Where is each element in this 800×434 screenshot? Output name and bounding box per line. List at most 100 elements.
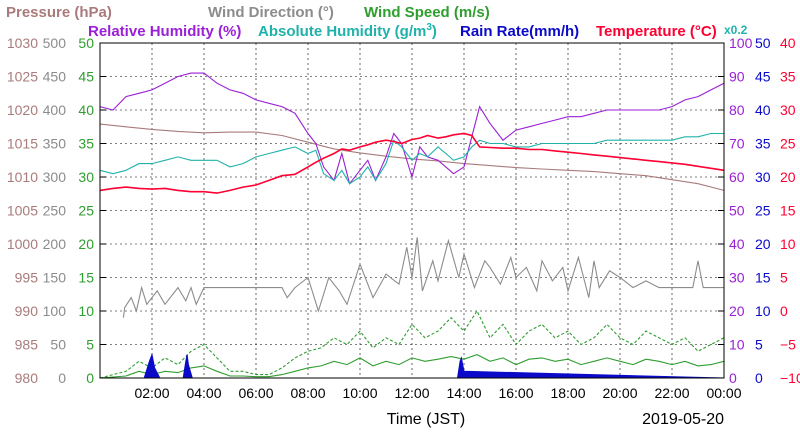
date-label: 2019-05-20 <box>642 411 724 428</box>
left-axis-wind-speed-tick: 40 <box>78 102 94 118</box>
left-axes: 1030102510201015101010051000995990985980… <box>7 35 106 386</box>
left-axis-pressure-tick: 1030 <box>7 35 38 51</box>
left-axis-wind-speed-tick: 30 <box>78 169 94 185</box>
left-axis-wind-speed-tick: 15 <box>78 270 94 286</box>
right-axes: 1009080706050403020100504540353025201510… <box>718 35 800 386</box>
right-axis-temperature-tick: 35 <box>780 69 796 85</box>
left-axis-wind-direction-tick: 500 <box>43 35 67 51</box>
right-axis-relative-humidity-tick: 0 <box>729 370 737 386</box>
right-axis-rain-rate-tick: 15 <box>755 270 771 286</box>
right-axis-rain-rate-tick: 5 <box>755 337 763 353</box>
left-axis-wind-direction-tick: 450 <box>43 69 67 85</box>
right-axis-relative-humidity-tick: 20 <box>729 303 745 319</box>
left-axis-pressure-tick: 985 <box>15 337 39 353</box>
right-axis-relative-humidity-tick: 100 <box>729 35 753 51</box>
x-axis-label: Time (JST) <box>387 411 466 428</box>
legend: Pressure (hPa) Wind Direction (°) Wind Spe… <box>6 4 748 40</box>
x-axis: 02:00 04:00 06:00 08:00 10:00 12:00 14:00 16:00… <box>134 385 741 428</box>
legend-item-absolute-humidity-g-m: Absolute Humidity (g/m3) <box>258 22 437 40</box>
series-wind-direction <box>122 237 724 318</box>
left-axis-wind-direction-tick: 200 <box>43 236 67 252</box>
left-axis-wind-direction-tick: 150 <box>43 270 67 286</box>
right-axis-temperature-tick: −10 <box>780 370 800 386</box>
right-axis-rain-rate-tick: 45 <box>755 69 771 85</box>
right-axis-temperature-tick: 0 <box>780 303 788 319</box>
left-axis-wind-direction-tick: 100 <box>43 303 67 319</box>
x-tick-label: 20:00 <box>602 385 637 401</box>
right-axis-relative-humidity-tick: 10 <box>729 337 745 353</box>
right-axis-rain-rate-tick: 50 <box>755 35 771 51</box>
left-axis-wind-speed-tick: 50 <box>78 35 94 51</box>
right-axis-temperature-tick: 40 <box>780 35 796 51</box>
right-axis-relative-humidity-tick: 70 <box>729 136 745 152</box>
x-tick-label: 12:00 <box>394 385 429 401</box>
legend-item-relative-humidity: Relative Humidity (%) <box>88 23 241 40</box>
x-tick-label: 04:00 <box>186 385 221 401</box>
right-axis-rain-rate-tick: 30 <box>755 169 771 185</box>
left-axis-wind-speed-tick: 45 <box>78 69 94 85</box>
left-axis-wind-speed-tick: 10 <box>78 303 94 319</box>
left-axis-wind-direction-tick: 400 <box>43 102 67 118</box>
left-axis-pressure-tick: 1020 <box>7 102 38 118</box>
left-axis-wind-speed-tick: 35 <box>78 136 94 152</box>
x-tick-label: 06:00 <box>238 385 273 401</box>
right-axis-temperature-tick: 10 <box>780 236 796 252</box>
series-group <box>99 72 725 379</box>
right-axis-relative-humidity-tick: 50 <box>729 203 745 219</box>
right-axis-relative-humidity-tick: 60 <box>729 169 745 185</box>
plot-frame <box>99 42 725 379</box>
left-axis-pressure-tick: 1005 <box>7 203 38 219</box>
left-axis-wind-direction-tick: 300 <box>43 169 67 185</box>
right-axis-rain-rate-tick: 25 <box>755 203 771 219</box>
right-axis-temperature-tick: 30 <box>780 102 796 118</box>
x-tick-label: 16:00 <box>498 385 533 401</box>
right-axis-temperature-tick: 25 <box>780 136 796 152</box>
right-axis-relative-humidity-tick: 90 <box>729 69 745 85</box>
left-axis-pressure-tick: 995 <box>15 270 39 286</box>
right-axis-rain-rate-tick: 40 <box>755 102 771 118</box>
legend-item-temperature-c: Temperature (°C) <box>596 23 717 40</box>
right-axis-rain-rate-tick: 0 <box>755 370 763 386</box>
x-tick-label: 00:00 <box>706 385 741 401</box>
x-tick-label: 22:00 <box>654 385 689 401</box>
series-absolute-humidity <box>99 132 724 185</box>
series-rain-rate <box>100 352 725 379</box>
left-axis-wind-direction-tick: 350 <box>43 136 67 152</box>
series-wind-speed <box>99 354 725 379</box>
right-axis-relative-humidity-tick: 40 <box>729 236 745 252</box>
left-axis-wind-direction-tick: 250 <box>43 203 67 219</box>
x-tick-label: 14:00 <box>446 385 481 401</box>
legend-item-pressure-hpa: Pressure (hPa) <box>6 4 112 21</box>
series-wind-speed-gust <box>99 309 725 379</box>
x-tick-label: 10:00 <box>342 385 377 401</box>
right-axis-temperature-tick: 20 <box>780 169 796 185</box>
right-axis-rain-rate-tick: 35 <box>755 136 771 152</box>
left-axis-wind-direction-tick: 50 <box>50 337 66 353</box>
left-axis-pressure-tick: 1015 <box>7 136 38 152</box>
series-pressure <box>99 123 725 191</box>
right-axis-rain-rate-tick: 10 <box>755 303 771 319</box>
x-tick-label: 08:00 <box>290 385 325 401</box>
legend-item-rain-rate-mm-h: Rain Rate(mm/h) <box>460 23 579 40</box>
series-relative-humidity <box>99 72 725 185</box>
right-axis-relative-humidity-tick: 80 <box>729 102 745 118</box>
right-axis-temperature-tick: 15 <box>780 203 796 219</box>
legend-multiplier: x0.2 <box>724 23 748 37</box>
right-axis-temperature-tick: −5 <box>780 337 796 353</box>
left-axis-pressure-tick: 1000 <box>7 236 38 252</box>
legend-item-wind-direction: Wind Direction (°) <box>208 4 334 21</box>
left-axis-pressure-tick: 1025 <box>7 69 38 85</box>
right-axis-relative-humidity-tick: 30 <box>729 270 745 286</box>
series-temperature <box>99 132 725 194</box>
right-axis-temperature-tick: 5 <box>780 270 788 286</box>
left-axis-wind-direction-tick: 0 <box>58 370 66 386</box>
x-tick-label: 18:00 <box>550 385 585 401</box>
right-axis-rain-rate-tick: 20 <box>755 236 771 252</box>
left-axis-wind-speed-tick: 0 <box>86 370 94 386</box>
left-axis-pressure-tick: 1010 <box>7 169 38 185</box>
left-axis-wind-speed-tick: 20 <box>78 236 94 252</box>
left-axis-wind-speed-tick: 25 <box>78 203 94 219</box>
left-axis-pressure-tick: 980 <box>15 370 39 386</box>
